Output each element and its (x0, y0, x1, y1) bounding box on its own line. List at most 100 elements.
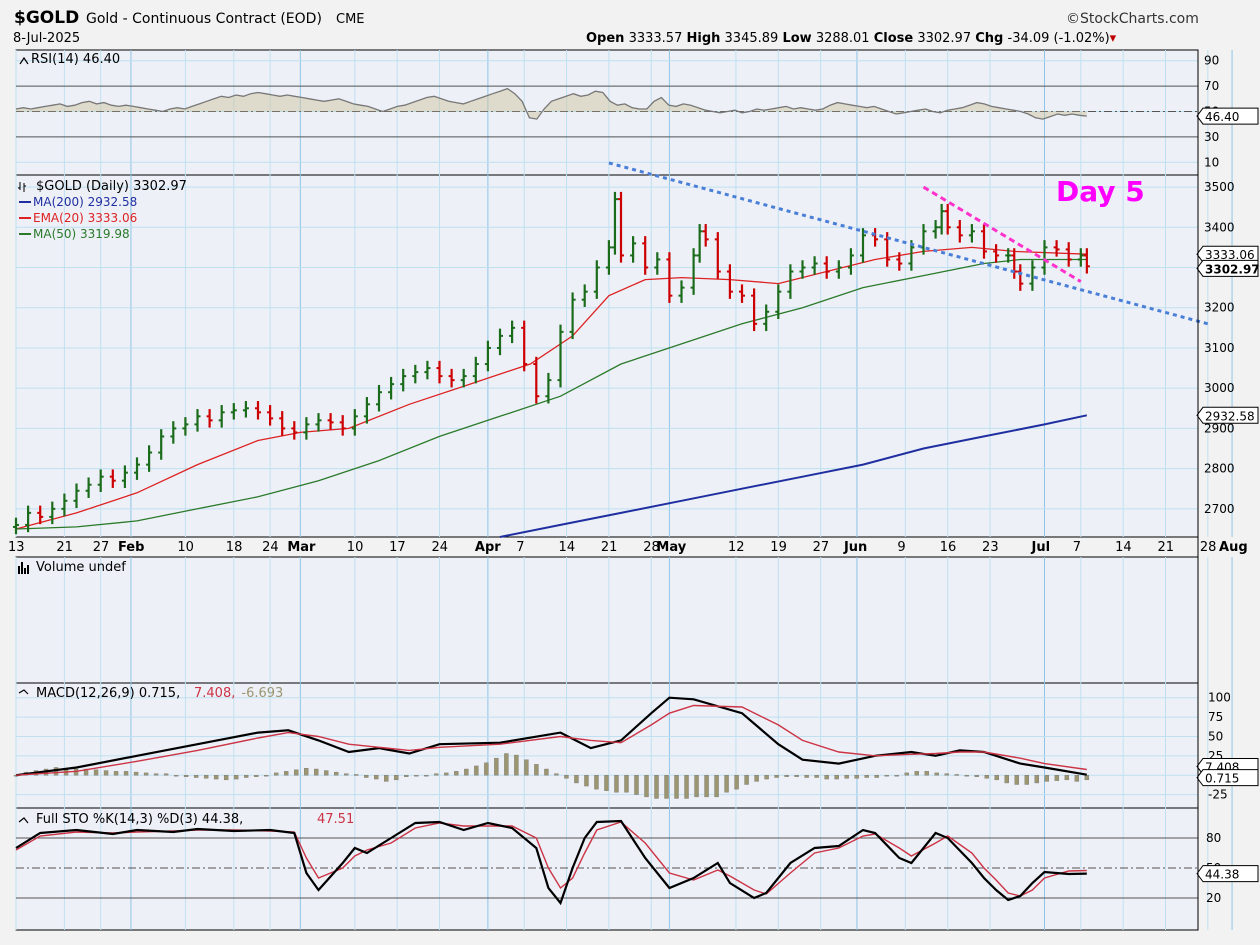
macd-tick-label: 50 (1208, 729, 1223, 743)
stockcharts-logo: ©StockCharts.com (1066, 11, 1199, 27)
macd-histogram-bar (223, 775, 229, 781)
macd-histogram-bar (434, 773, 439, 776)
macd-histogram-bar (394, 775, 399, 781)
macd-histogram-bar (714, 775, 719, 798)
macd-histogram-bar (494, 757, 499, 776)
macd-histogram-bar (704, 775, 709, 798)
macd-histogram-bar (984, 775, 989, 779)
macd-histogram-bar (193, 775, 199, 778)
x-axis-label: 14 (559, 540, 576, 555)
macd-histogram-bar (444, 772, 449, 776)
macd-value-tag: 0.715 (1205, 772, 1239, 786)
macd-histogram-bar (574, 775, 579, 784)
macd-histogram-bar (1024, 775, 1030, 785)
macd-histogram-bar (614, 775, 619, 793)
magenta-trendline (922, 185, 1082, 283)
x-axis-label: 27 (93, 540, 110, 555)
stoch-tick-label: 20 (1206, 891, 1221, 905)
macd-histogram-bar (474, 765, 479, 776)
price-legend-3: MA(50) 3319.98 (33, 227, 130, 241)
macd-histogram-bar (314, 768, 319, 776)
macd-histogram-bar (173, 775, 179, 777)
macd-histogram-bar (1074, 775, 1080, 782)
macd-histogram-bar (654, 775, 659, 799)
macd-legend-icon (18, 689, 29, 695)
macd-histogram-bar (744, 775, 749, 785)
x-axis-label: 23 (982, 540, 999, 555)
macd-histogram-bar (664, 775, 669, 799)
stoch-legend-1: 47.51 (317, 812, 354, 827)
macd-histogram-bar (243, 775, 249, 778)
macd-histogram-bar (414, 775, 419, 777)
macd-histogram-bar (814, 775, 819, 778)
macd-histogram-bar (334, 771, 339, 776)
x-axis-label: Apr (475, 540, 501, 555)
macd-histogram-bar (634, 775, 639, 795)
macd-histogram-bar (424, 775, 429, 777)
ema-value-tag: 3333.06 (1205, 248, 1255, 262)
macd-histogram-bar (674, 775, 679, 799)
ohlc-legend-icon (18, 182, 26, 192)
macd-histogram-bar (784, 775, 789, 777)
macd-histogram-bar (554, 773, 559, 776)
macd-histogram-bar (1034, 775, 1040, 784)
macd-histogram-bar (854, 775, 859, 779)
high-label: High (686, 31, 721, 46)
macd-histogram-bar (564, 775, 569, 779)
x-axis-label: 9 (897, 540, 905, 555)
macd-value-tag-box (1196, 769, 1259, 787)
price-tick-label: 3400 (1204, 220, 1235, 234)
macd-histogram-bar (1054, 775, 1060, 781)
macd-histogram-bar (894, 775, 899, 777)
stoch-legend-0: Full STO %K(14,3) %D(3) 44.38, (36, 812, 243, 827)
price-legend-2: EMA(20) 3333.06 (33, 211, 137, 225)
x-axis-label: 16 (940, 540, 957, 555)
exchange: CME (336, 12, 365, 27)
rsi-legend: RSI(14) 46.40 (31, 52, 120, 67)
x-axis-label: 28 (643, 540, 660, 555)
open-label: Open (586, 31, 625, 46)
macd-histogram-bar (233, 775, 239, 780)
macd-histogram-bar (1044, 775, 1050, 782)
rsi-value-tag: 46.40 (1205, 110, 1239, 124)
macd-histogram-bar (914, 771, 919, 776)
macd-histogram-bar (213, 775, 219, 780)
stoch-legend-icon (18, 817, 29, 824)
price-value-tag: 3302.97 (1205, 262, 1260, 276)
price-tick-label: 3200 (1204, 301, 1235, 315)
stoch-line-k (15, 819, 1087, 906)
x-axis-label: Jun (843, 540, 867, 555)
low-value: 3288.01 (815, 31, 870, 46)
close-value: 3302.97 (917, 31, 972, 46)
price-tick-label: 3100 (1204, 341, 1235, 355)
symbol: $GOLD (14, 8, 80, 28)
macd-histogram-bar (344, 773, 349, 776)
macd-histogram-bar (994, 775, 999, 781)
rsi-tick-label: 70 (1204, 79, 1219, 93)
x-axis-label: 17 (389, 540, 406, 555)
x-axis-label: 10 (347, 540, 364, 555)
macd-histogram-bar (384, 775, 389, 782)
x-axis-label: 13 (8, 540, 25, 555)
ohlc-readout: Open 3333.57 High 3345.89 Low 3288.01 Cl… (586, 31, 1116, 46)
macd-line-macd (15, 696, 1087, 777)
macd-histogram-bar (274, 772, 279, 776)
macd-histogram-bar (1064, 775, 1070, 781)
macd-histogram-bar (764, 775, 769, 780)
macd-histogram-bar (774, 775, 779, 778)
macd-histogram-bar (584, 775, 589, 787)
macd-histogram-bar (604, 775, 609, 791)
x-axis-label: May (656, 540, 686, 555)
stoch-panel (15, 807, 1199, 931)
x-axis-label: 21 (56, 540, 73, 555)
chg-label: Chg (975, 31, 1004, 46)
macd-histogram-bar (253, 775, 259, 777)
macd-histogram-bar (934, 772, 939, 776)
x-axis-label: 10 (177, 540, 194, 555)
x-axis-label: 28 (1200, 540, 1217, 555)
chg-value: -34.09 (-1.02%) (1007, 31, 1110, 46)
price-legend-1: MA(200) 2932.58 (33, 195, 137, 209)
x-axis-label: 14 (1115, 540, 1132, 555)
macd-histogram-bar (684, 775, 689, 799)
